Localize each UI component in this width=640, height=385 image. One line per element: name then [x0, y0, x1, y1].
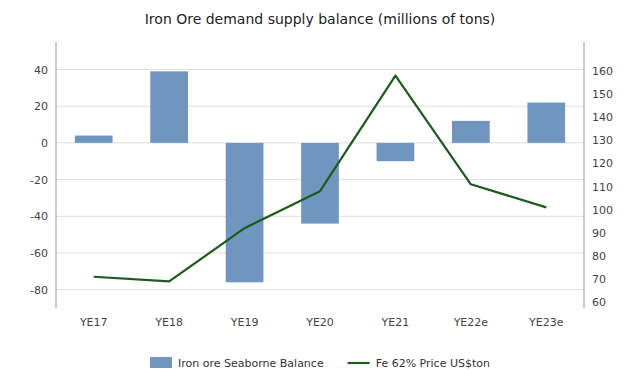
y2-tick-label: 70	[592, 273, 606, 286]
chart-container: Iron Ore demand supply balance (millions…	[0, 0, 640, 385]
x-tick-label: YE17	[79, 316, 108, 329]
legend: Iron ore Seaborne Balance Fe 62% Price US…	[150, 357, 490, 370]
bar	[150, 71, 188, 143]
y-tick-label: -80	[30, 284, 48, 297]
x-tick-label: YE23e	[528, 316, 564, 329]
x-tick-label: YE19	[230, 316, 259, 329]
plot-area	[75, 71, 565, 282]
y-tick-label: 40	[34, 64, 48, 77]
y2-axis-line	[584, 42, 585, 308]
bar	[226, 143, 264, 282]
y2-tick-label: 160	[592, 65, 613, 78]
title: Iron Ore demand supply balance (millions…	[145, 11, 496, 27]
legend-label: Iron ore Seaborne Balance	[178, 357, 324, 370]
bar	[527, 103, 565, 143]
y2-tick-label: 80	[592, 250, 606, 263]
y2-tick-label: 120	[592, 157, 613, 170]
y-tick-label: -60	[30, 247, 48, 260]
y2-tick-label: 130	[592, 134, 613, 147]
grid-line	[56, 252, 584, 253]
y-tick-label: -20	[30, 174, 48, 187]
y2-tick-label: 60	[592, 296, 606, 309]
y-axis-line	[56, 42, 57, 308]
grid-line	[56, 69, 584, 70]
y2-tick-label: 100	[592, 204, 613, 217]
y2-tick-label: 110	[592, 181, 613, 194]
y2-tick-label: 140	[592, 111, 613, 124]
y2-tick-label: 90	[592, 227, 606, 240]
grid-line	[56, 289, 584, 290]
bar	[377, 143, 415, 161]
grid	[56, 70, 584, 290]
legend-item: Fe 62% Price US$ton	[348, 357, 490, 370]
y-tick-label: 20	[34, 100, 48, 113]
chart: Iron Ore demand supply balance (millions…	[0, 0, 640, 385]
y2-tick-label: 150	[592, 88, 613, 101]
bar	[75, 136, 113, 143]
legend-swatch	[348, 362, 370, 364]
line	[94, 76, 547, 282]
grid-line	[56, 106, 584, 107]
bar	[301, 143, 339, 224]
legend-label: Fe 62% Price US$ton	[376, 357, 490, 370]
x-tick-label: YE22e	[453, 316, 489, 329]
legend-item: Iron ore Seaborne Balance	[150, 357, 324, 370]
x-tick-label: YE21	[381, 316, 410, 329]
y-tick-label: -40	[30, 210, 48, 223]
legend-swatch	[150, 357, 172, 368]
x-tick-label: YE20	[305, 316, 334, 329]
bar	[452, 121, 490, 143]
y-tick-label: 0	[41, 137, 48, 150]
x-tick-label: YE18	[154, 316, 183, 329]
